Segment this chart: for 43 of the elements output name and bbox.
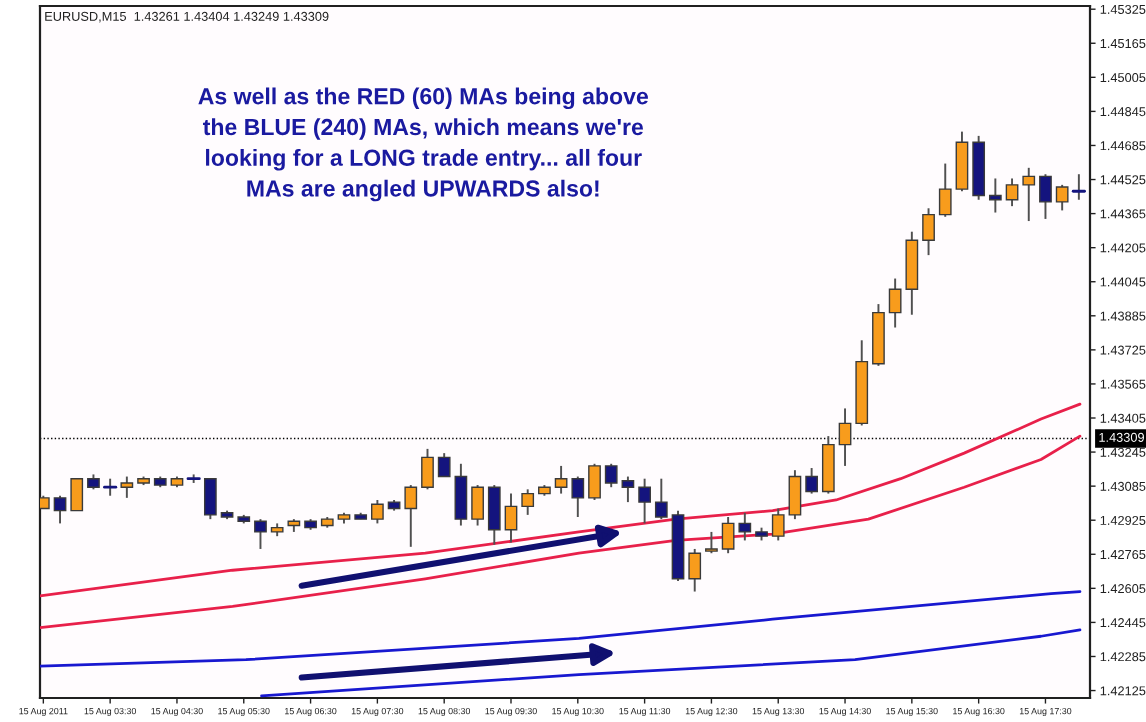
candlestick: [604, 462, 618, 489]
candlestick: [521, 488, 535, 516]
line-series: [260, 628, 1082, 698]
candlestick: [621, 475, 635, 504]
line-series: [40, 402, 1082, 598]
candlestick: [471, 484, 484, 527]
candlestick: [771, 507, 785, 542]
candlestick: [454, 462, 468, 527]
candlestick: [688, 547, 702, 593]
candlestick: [955, 130, 969, 193]
line-series: [40, 434, 1082, 630]
candlestick: [487, 484, 501, 546]
annotation: As well as the RED (60) MAs being above the BLUE (240) MAs, which means we're looking for a LONG trade entry... all four MAs are angled UPWARDS also!: [198, 87, 648, 202]
candlestick: [1071, 173, 1086, 201]
candlestick: [371, 499, 384, 525]
candlestick: [70, 477, 84, 512]
candlestick: [821, 435, 835, 495]
line-series: [40, 590, 1082, 668]
candlestick: [571, 475, 585, 518]
candlestick: [922, 207, 935, 257]
candlestick: [638, 477, 651, 525]
candlestick: [938, 162, 952, 218]
candlestick: [738, 511, 752, 542]
candlestick: [404, 484, 418, 548]
candlestick: [788, 469, 802, 521]
candlestick: [421, 447, 434, 491]
candlestick: [1039, 173, 1052, 220]
candlestick: [721, 516, 735, 555]
candlestick: [1005, 177, 1019, 208]
candlestick: [838, 407, 852, 467]
candlestick: [588, 462, 601, 501]
candlestick: [504, 492, 518, 544]
candlestick: [1022, 166, 1036, 223]
candlestick: [437, 452, 451, 478]
candlestick: [654, 477, 668, 521]
candlestick: [1055, 183, 1069, 212]
candlestick: [554, 464, 568, 495]
candlestick: [805, 467, 819, 495]
candlestick: [254, 518, 267, 550]
candlestick: [705, 530, 718, 555]
candlestick: [120, 475, 134, 499]
candlestick: [53, 494, 67, 525]
candlestick: [988, 177, 1002, 214]
